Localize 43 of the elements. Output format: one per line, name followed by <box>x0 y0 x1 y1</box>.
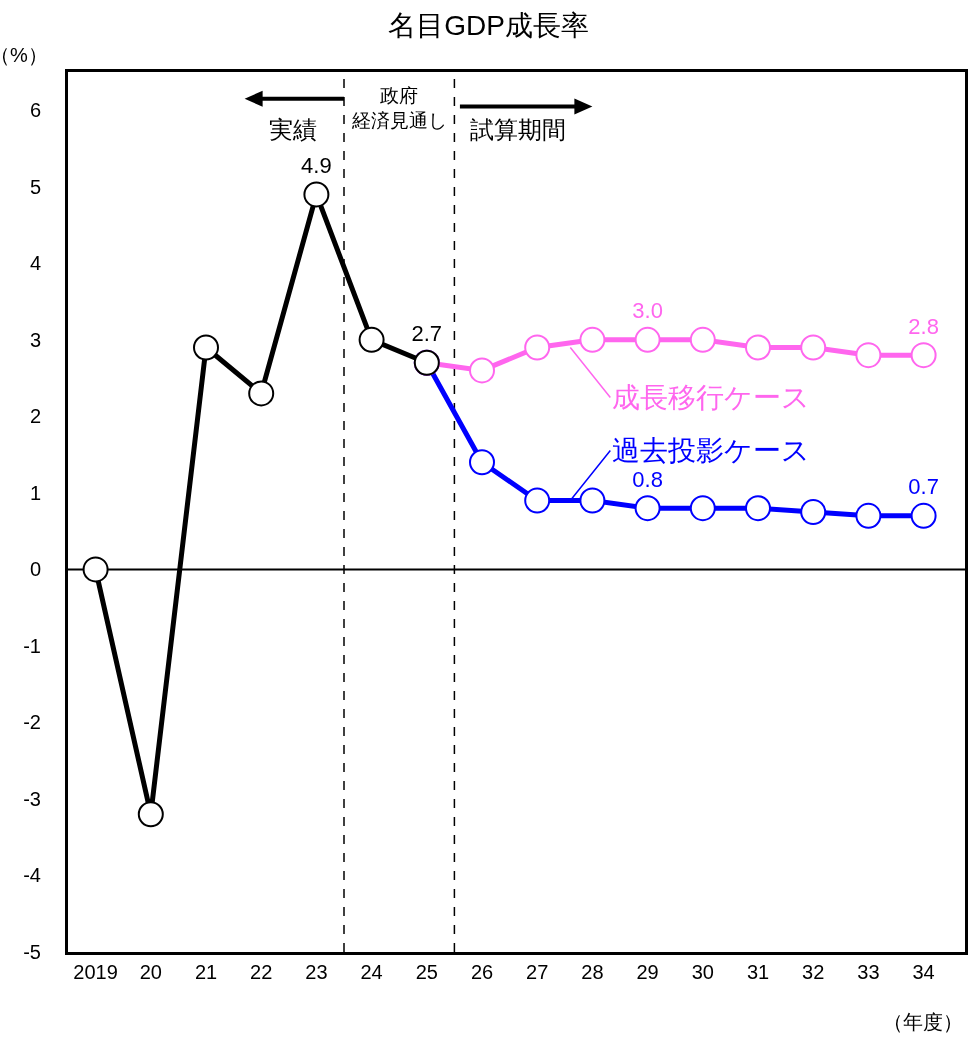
x-tick-label: 33 <box>857 961 880 983</box>
x-tick-label: 21 <box>194 961 218 983</box>
series-label: 成長移行ケース <box>612 382 810 413</box>
data-label: 4.9 <box>301 152 332 178</box>
x-tick-label: 27 <box>526 961 549 983</box>
x-tick-label: 28 <box>581 961 604 983</box>
x-tick-label: 29 <box>636 961 659 983</box>
y-tick-label: -5 <box>23 941 41 963</box>
y-tick-label: 5 <box>29 175 41 198</box>
x-axis-title: （年度） <box>883 1011 963 1033</box>
x-tick-label: 24 <box>360 961 383 983</box>
data-label: 2.7 <box>411 321 443 347</box>
y-tick-label: 0 <box>29 558 41 581</box>
y-tick-label: 1 <box>29 481 41 504</box>
y-tick-label: 2 <box>29 405 41 428</box>
annotation: 試算期間 <box>470 116 566 143</box>
annotation: 政府 <box>380 85 418 106</box>
x-tick-label: 26 <box>470 961 494 983</box>
y-tick-label: -4 <box>23 864 41 887</box>
y-axis-title: （%） <box>0 44 48 66</box>
annotation: 経済見通し <box>351 110 447 131</box>
x-tick-label: 31 <box>746 961 770 983</box>
x-tick-label: 30 <box>691 961 714 983</box>
y-tick-label: -1 <box>23 634 41 657</box>
series-label: 過去投影ケース <box>612 435 810 466</box>
data-label: 0.7 <box>908 474 939 500</box>
annotation: 実績 <box>269 116 317 143</box>
y-tick-label: 3 <box>29 328 41 351</box>
x-tick-label: 22 <box>250 961 273 983</box>
x-tick-label: 20 <box>139 961 162 983</box>
x-tick-label: 25 <box>415 961 438 983</box>
x-tick-label: 23 <box>305 961 328 983</box>
data-label: 0.8 <box>632 466 663 492</box>
y-tick-label: -2 <box>23 711 41 734</box>
x-tick-label: 34 <box>912 961 935 983</box>
x-tick-label: 2019 <box>73 961 118 983</box>
data-label: 2.8 <box>908 313 939 339</box>
y-tick-label: -3 <box>23 787 41 810</box>
y-tick-label: 4 <box>29 252 41 275</box>
x-tick-label: 32 <box>802 961 825 983</box>
y-tick-label: 6 <box>29 99 41 122</box>
chart-title: 名目GDP成長率 <box>388 10 589 42</box>
data-label: 3.0 <box>632 298 663 324</box>
